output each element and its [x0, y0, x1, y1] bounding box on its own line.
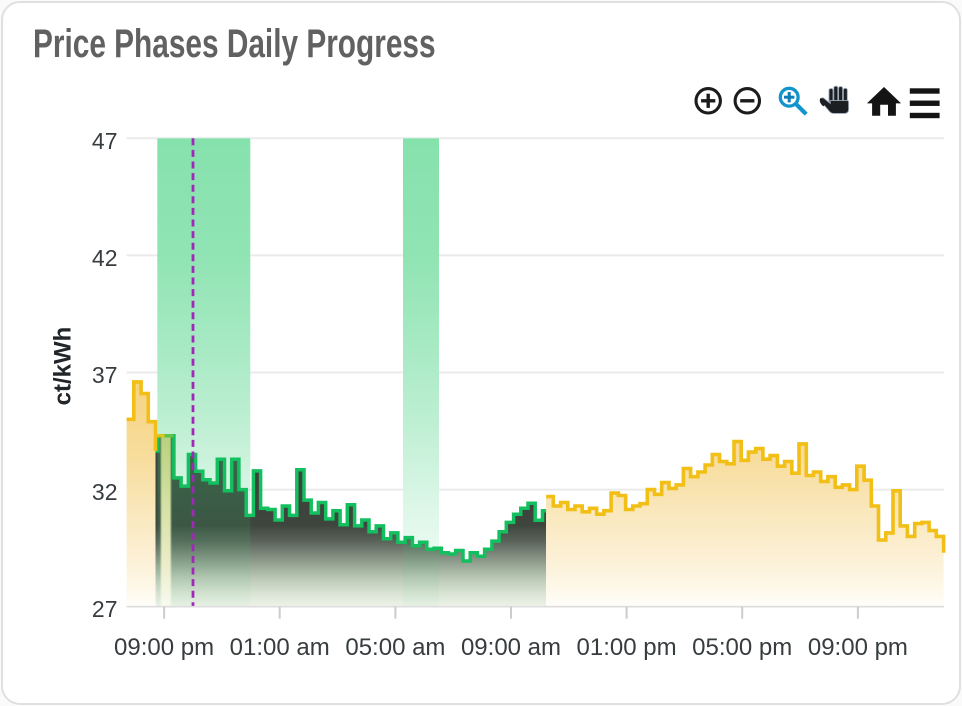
svg-text:09:00 pm: 09:00 pm	[114, 634, 214, 661]
svg-text:01:00 am: 01:00 am	[230, 634, 330, 661]
svg-text:05:00 am: 05:00 am	[345, 634, 445, 661]
svg-text:05:00 pm: 05:00 pm	[692, 634, 792, 661]
svg-text:37: 37	[92, 362, 118, 388]
svg-text:32: 32	[92, 479, 118, 505]
svg-text:ct/kWh: ct/kWh	[50, 327, 77, 406]
svg-text:09:00 am: 09:00 am	[461, 634, 561, 661]
svg-text:01:00 pm: 01:00 pm	[577, 634, 677, 661]
svg-text:09:00 pm: 09:00 pm	[808, 634, 908, 661]
svg-text:27: 27	[92, 596, 118, 622]
svg-text:47: 47	[92, 128, 118, 154]
svg-text:42: 42	[92, 245, 118, 271]
